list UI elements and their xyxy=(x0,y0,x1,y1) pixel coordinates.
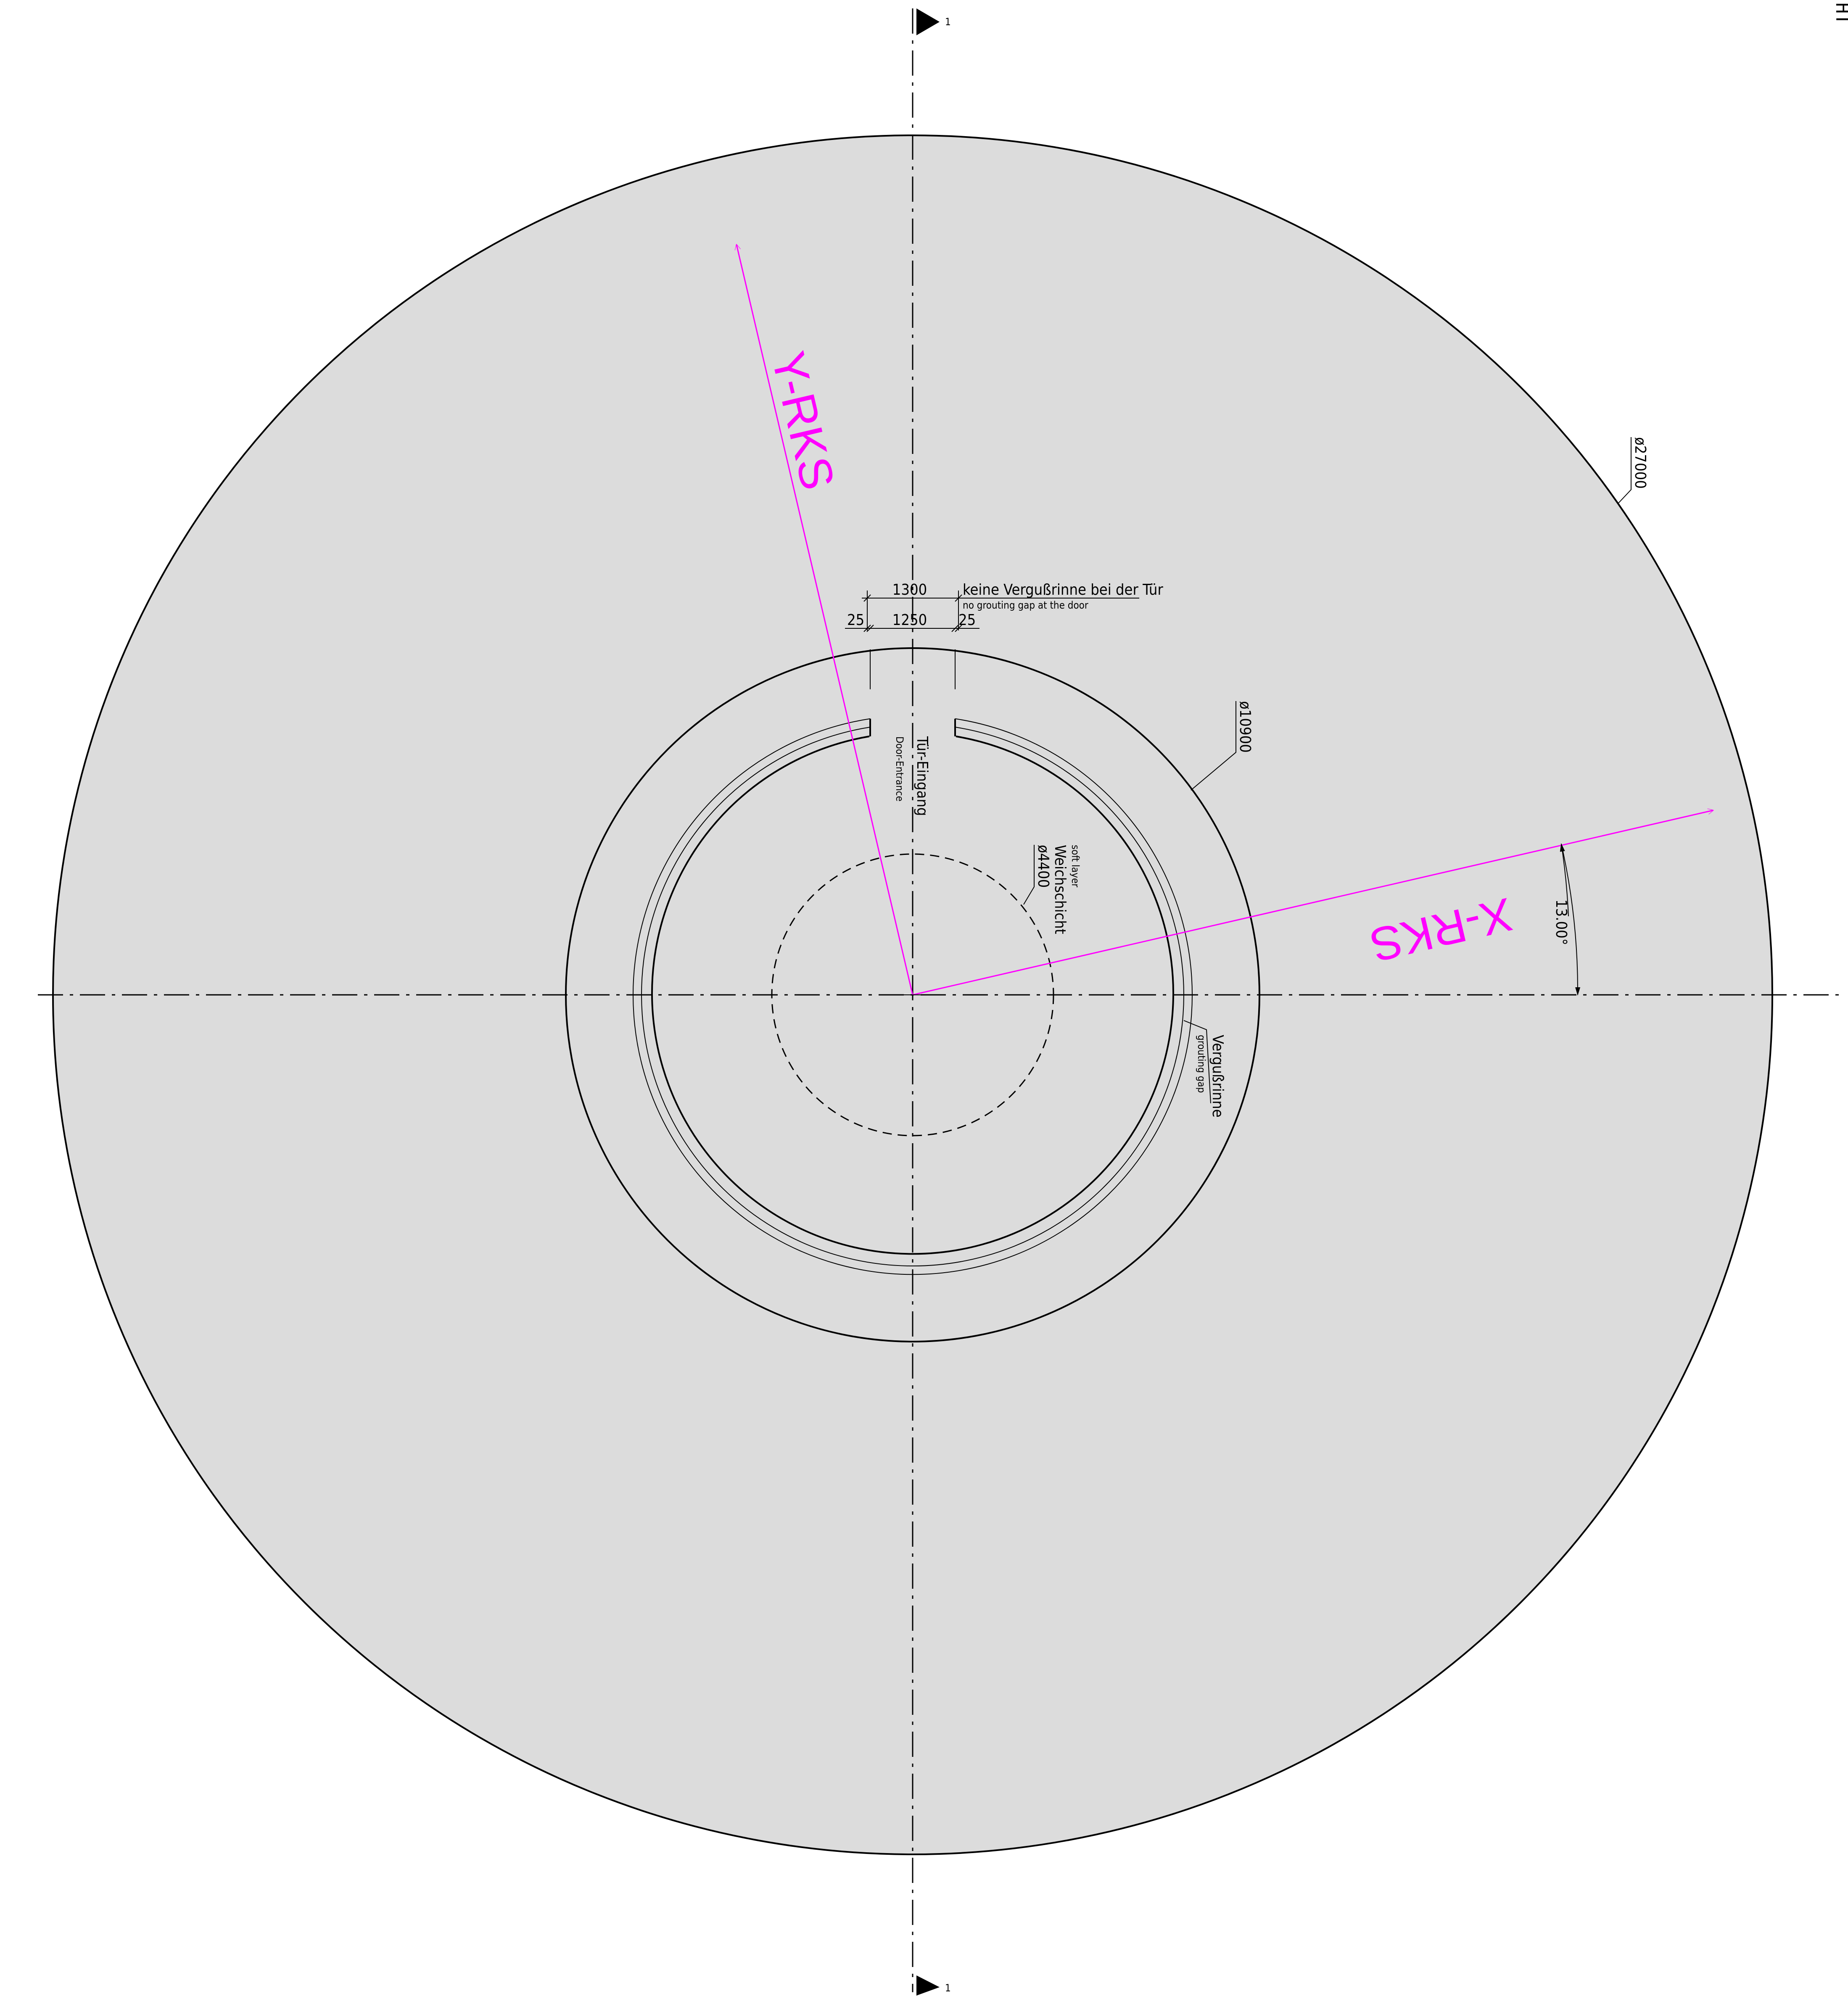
grouting-gap-label-en: grouting gap xyxy=(1196,1035,1207,1093)
rotation-angle-label: 13.00° xyxy=(1552,899,1570,945)
soft-layer-diameter-label: ø4400 xyxy=(1035,845,1052,888)
grouting-gap-callout: Vergußrinne grouting gap xyxy=(1183,1020,1226,1118)
section-marker-top: 1 xyxy=(916,8,951,35)
foundation-diameter-callout: ø27000 xyxy=(1617,437,1649,504)
section-number-bottom: 1 xyxy=(945,1982,951,1994)
x-rks-arrow xyxy=(912,810,1713,996)
y-rks-arrow xyxy=(737,245,913,995)
tower-diameter-callout: ø10900 xyxy=(1191,701,1254,791)
foundation-diameter-label: ø27000 xyxy=(1632,437,1649,489)
door-label-de: Tür-Eingang xyxy=(913,736,931,816)
soft-layer-callout: ø4400 Weichschicht soft layer xyxy=(1023,845,1081,934)
door-entrance-callout: Tür-Eingang Door-Entrance xyxy=(894,736,931,816)
soft-layer-label-de: Weichschicht xyxy=(1051,845,1069,934)
section-number-top: 1 xyxy=(945,16,951,28)
door-note-de: keine Vergußrinne bei der Tür xyxy=(963,581,1163,599)
rotation-angle-dimension: 13.00° xyxy=(1552,843,1581,996)
door-dim-right: 25 xyxy=(958,612,976,629)
door-dimensions: 1300 keine Vergußrinne bei der Tür no gr… xyxy=(845,581,1163,689)
section-marker-bottom: 1 xyxy=(916,1975,951,1996)
grouting-gap-label-de: Vergußrinne xyxy=(1209,1035,1226,1118)
door-label-en: Door-Entrance xyxy=(894,736,906,802)
corner-label: HT xyxy=(1832,3,1848,25)
door-note-en: no grouting gap at the door xyxy=(963,599,1088,611)
center-lines xyxy=(38,8,1841,1992)
tower-diameter-label: ø10900 xyxy=(1236,701,1254,753)
door-dim-left: 25 xyxy=(847,612,864,629)
soft-layer-label-en: soft layer xyxy=(1069,845,1081,887)
door-dim-opening: 1250 xyxy=(892,612,927,629)
door-dim-total: 1300 xyxy=(892,581,927,599)
